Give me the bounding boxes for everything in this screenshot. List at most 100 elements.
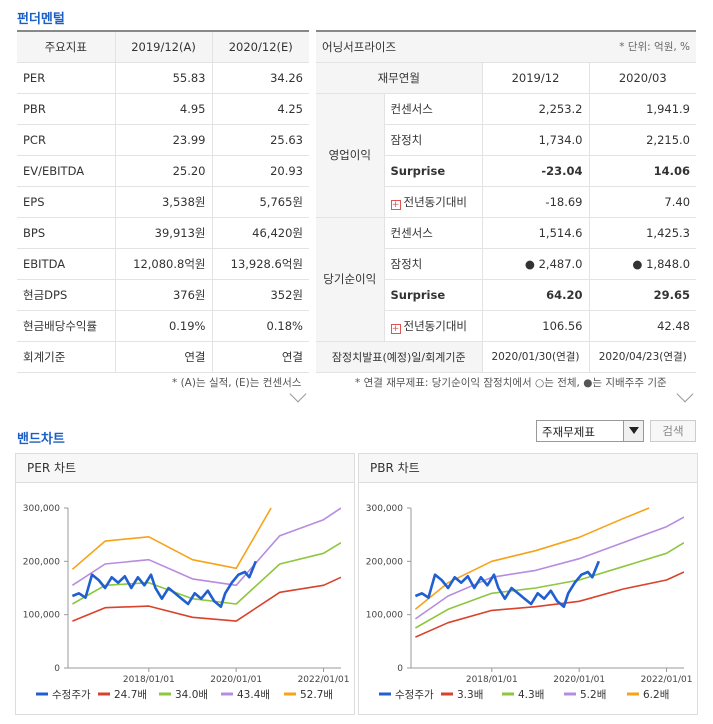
x-tick-label: 2022/01/01 (641, 675, 693, 685)
row-value: 20.93 (211, 155, 309, 187)
row-value: 23.99 (114, 124, 212, 156)
header-cell: 2019/12(A) (114, 30, 212, 63)
band-title: 밴드차트 (17, 432, 65, 447)
legend-item[interactable]: 수정주가 (36, 689, 91, 701)
footer-value: 2020/01/30(연결) (481, 341, 589, 373)
chevron-down-icon[interactable] (623, 421, 643, 441)
table-row: 회계기준 연결 연결 (17, 341, 309, 373)
row-value: -23.04 (481, 155, 589, 187)
per-chart-title: PER 차트 (16, 454, 354, 483)
band-series-line (414, 507, 650, 610)
row-value: 25.20 (114, 155, 212, 187)
legend-item[interactable]: 3.3배 (441, 689, 483, 701)
row-label: + 전년동기대비 (383, 310, 482, 342)
row-value: 7.40 (588, 186, 697, 218)
row-value: 2,253.2 (481, 93, 589, 125)
legend-label: 52.7배 (300, 689, 333, 701)
row-label: EBITDA (17, 248, 115, 280)
fundamental-title: 펀더멘털 (17, 12, 65, 27)
table-row: 현금배당수익률 0.19% 0.18% (17, 310, 309, 342)
table-row: BPS 39,913원 46,420원 (17, 217, 309, 249)
legend-item[interactable]: 43.4배 (221, 689, 270, 701)
y-tick-label: 0 (397, 664, 403, 674)
legend-label: 24.7배 (114, 689, 147, 701)
legend-item[interactable]: 5.2배 (564, 689, 606, 701)
table-row: EBITDA 12,080.8억원 13,928.6억원 (17, 248, 309, 280)
row-value: 29.65 (588, 279, 697, 311)
per-chart-svg: 0 100,000 200,000 300,000 2018/01/01 2020/01/… (23, 504, 350, 701)
x-tick-label: 2018/01/01 (466, 675, 518, 685)
header-cell: 2020/03 (588, 62, 697, 94)
row-value: 0.19% (114, 310, 212, 342)
row-label: 현금배당수익률 (17, 310, 115, 342)
row-label: Surprise (383, 155, 482, 187)
legend-item[interactable]: 34.0배 (159, 689, 208, 701)
row-value: 5,765원 (211, 186, 309, 218)
surprise-note: * 연결 재무제표: 당기순이익 잠정치에서 ○는 전체, ●는 지배주주 기준 (355, 377, 667, 389)
band-series-line (414, 516, 684, 620)
row-label: Surprise (383, 279, 482, 311)
x-tick-label: 2022/01/01 (298, 675, 350, 685)
table-row: + 전년동기대비 106.56 42.48 (316, 310, 697, 342)
x-tick-label: 2020/01/01 (210, 675, 262, 685)
row-label: PBR (17, 93, 115, 125)
row-value: 연결 (114, 341, 212, 373)
chevron-down-icon[interactable] (676, 385, 694, 403)
legend-item[interactable]: 24.7배 (98, 689, 147, 701)
row-label: 잠정치 (383, 124, 482, 156)
row-label: PCR (17, 124, 115, 156)
band-series-line (72, 542, 341, 605)
row-value: 1,941.9 (588, 93, 697, 125)
table-row: 현금DPS 376원 352원 (17, 279, 309, 311)
legend-item[interactable]: 수정주가 (379, 689, 434, 701)
legend-label: 6.2배 (643, 689, 669, 701)
header-cell: 재무연월 (316, 62, 482, 94)
price-series-line (71, 560, 258, 608)
table-row: EPS 3,538원 5,765원 (17, 186, 309, 218)
row-value: 2,215.0 (588, 124, 697, 156)
row-label: + 전년동기대비 (383, 186, 482, 218)
table-row: PER 55.83 34.26 (17, 62, 309, 94)
row-value: 352원 (211, 279, 309, 311)
table-row: 잠정치 1,734.0 2,215.0 (316, 124, 697, 156)
row-label: 잠정치 (383, 248, 482, 280)
legend-item[interactable]: 4.3배 (502, 689, 544, 701)
row-value: ● 1,848.0 (588, 248, 697, 280)
row-value: 3,538원 (114, 186, 212, 218)
row-value: 1,425.3 (588, 217, 697, 249)
band-series-line (71, 507, 341, 587)
row-value: 55.83 (114, 62, 212, 94)
plus-icon[interactable]: + (390, 199, 401, 210)
table-row: + 전년동기대비 -18.69 7.40 (316, 186, 697, 218)
band-series-line (415, 542, 684, 629)
surprise-title-row: 어닝서프라이즈 * 단위: 억원, % (316, 30, 697, 63)
price-series-line (414, 560, 601, 608)
row-value: 0.18% (211, 310, 309, 342)
fundamental-table: 주요지표 2019/12(A) 2020/12(E) PER 55.83 34.26… (17, 30, 309, 373)
surprise-unit: * 단위: 억원, % (482, 30, 697, 63)
legend-item[interactable]: 6.2배 (627, 689, 669, 701)
row-label: PER (17, 62, 115, 94)
fundamental-header-row: 주요지표 2019/12(A) 2020/12(E) (17, 30, 309, 63)
y-tick-label: 200,000 (366, 557, 403, 567)
row-label: BPS (17, 217, 115, 249)
search-button[interactable]: 검색 (650, 420, 696, 442)
row-value: 34.26 (211, 62, 309, 94)
table-row: 잠정치 ● 2,487.0 ● 1,848.0 (316, 248, 697, 280)
surprise-header-row: 재무연월 2019/12 2020/03 (316, 62, 697, 94)
y-tick-label: 100,000 (23, 611, 60, 621)
row-value: 106.56 (481, 310, 589, 342)
table-row: Surprise -23.04 14.06 (316, 155, 697, 187)
row-label-text: 전년동기대비 (403, 194, 467, 209)
table-row: 영업이익 컨센서스 2,253.2 1,941.9 (316, 93, 697, 218)
row-value: ● 2,487.0 (481, 248, 589, 280)
band-series-line (415, 571, 684, 638)
pbr-chart-title: PBR 차트 (359, 454, 697, 483)
plus-icon[interactable]: + (390, 323, 401, 334)
legend-item[interactable]: 52.7배 (284, 689, 333, 701)
statement-select[interactable]: 주재무제표 (536, 420, 644, 442)
table-row: PBR 4.95 4.25 (17, 93, 309, 125)
pbr-chart-svg: 0 100,000 200,000 300,000 2018/01/01 2020/01/… (366, 504, 693, 701)
y-tick-label: 300,000 (366, 504, 403, 514)
row-value: 4.25 (211, 93, 309, 125)
